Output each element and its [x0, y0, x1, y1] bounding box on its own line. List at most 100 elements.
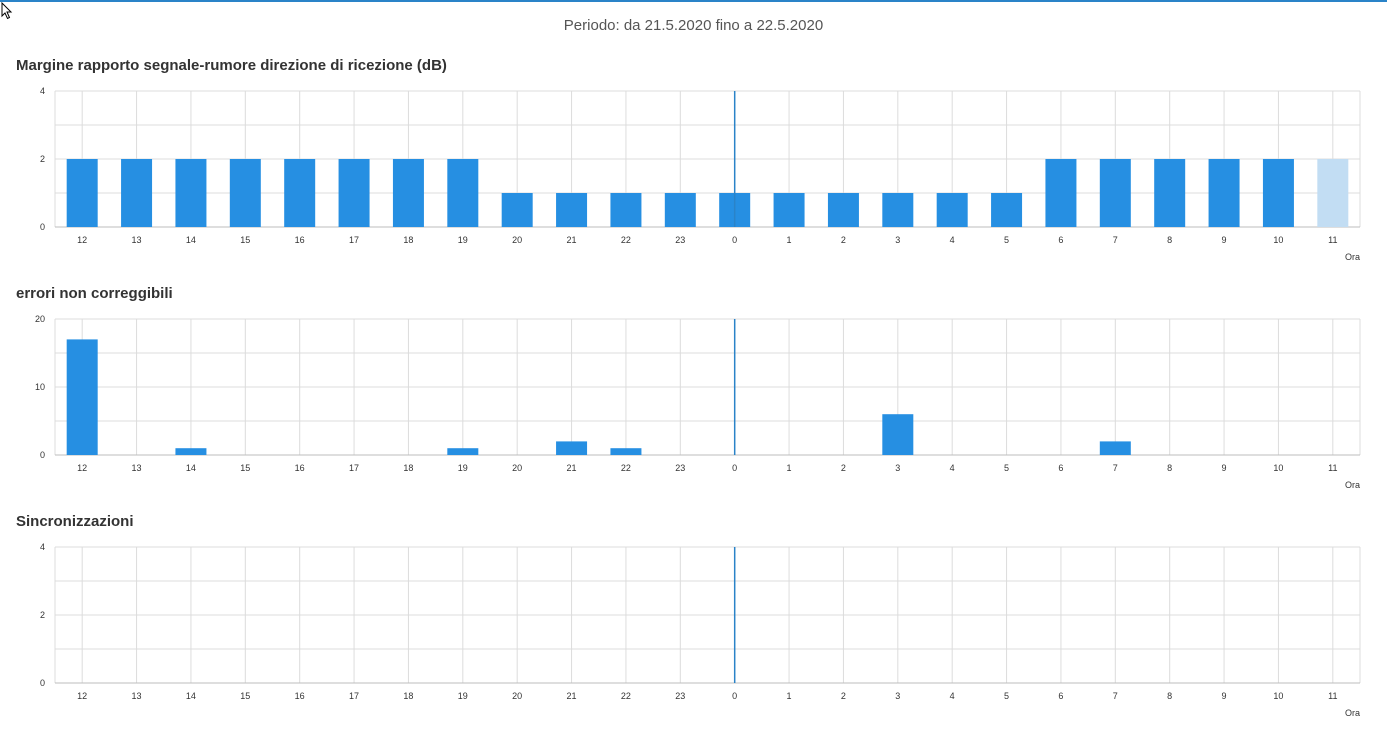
x-tick-label: 19 [458, 463, 468, 473]
period-label: Periodo: da 21.5.2020 fino a 22.5.2020 [563, 17, 824, 34]
bar-7 [1099, 441, 1131, 455]
x-tick-label: 16 [295, 235, 305, 245]
y-tick-label: 4 [40, 86, 45, 96]
bar-3 [882, 193, 914, 227]
bar-3 [882, 414, 914, 455]
x-tick-label: 16 [295, 691, 305, 701]
x-tick-label: 15 [240, 463, 250, 473]
bar-9 [1208, 159, 1240, 227]
bar-12 [66, 339, 98, 455]
x-tick-label: 15 [240, 235, 250, 245]
bar-19 [447, 159, 479, 227]
x-tick-label: 20 [512, 463, 522, 473]
x-tick-label: 13 [132, 691, 142, 701]
x-tick-label: 0 [732, 691, 737, 701]
x-tick-label: 8 [1167, 463, 1172, 473]
x-tick-label: 22 [621, 463, 631, 473]
x-axis-unit-label: Ora [1345, 252, 1360, 262]
x-axis-unit-label: Ora [1345, 480, 1360, 490]
x-tick-label: 10 [1273, 235, 1283, 245]
x-tick-label: 13 [132, 235, 142, 245]
bar-13 [121, 159, 153, 227]
y-tick-label: 10 [35, 382, 45, 392]
x-tick-label: 17 [349, 235, 359, 245]
x-tick-label: 18 [403, 691, 413, 701]
bar-8 [1154, 159, 1186, 227]
chart-title-uncorrectable-errors: errori non correggibili [16, 285, 173, 302]
x-tick-label: 23 [675, 463, 685, 473]
x-tick-label: 16 [295, 463, 305, 473]
x-tick-label: 3 [895, 235, 900, 245]
x-tick-label: 21 [567, 691, 577, 701]
x-tick-label: 5 [1004, 691, 1009, 701]
x-tick-label: 6 [1058, 235, 1063, 245]
bar-18 [392, 159, 424, 227]
bar-20 [501, 193, 533, 227]
bar-1 [773, 193, 805, 227]
x-tick-label: 14 [186, 691, 196, 701]
x-tick-label: 7 [1113, 463, 1118, 473]
bar-23 [664, 193, 696, 227]
x-tick-label: 18 [403, 463, 413, 473]
x-tick-label: 17 [349, 463, 359, 473]
x-tick-label: 19 [458, 235, 468, 245]
y-tick-label: 0 [40, 222, 45, 232]
x-tick-label: 7 [1113, 691, 1118, 701]
x-tick-label: 1 [787, 235, 792, 245]
x-tick-label: 10 [1273, 691, 1283, 701]
x-tick-label: 15 [240, 691, 250, 701]
chart-title-synchronizations: Sincronizzazioni [16, 513, 134, 530]
bar-14 [175, 159, 207, 227]
bar-21 [556, 193, 588, 227]
x-tick-label: 11 [1328, 235, 1337, 245]
y-tick-label: 2 [40, 154, 45, 164]
bar-19 [447, 448, 479, 455]
x-tick-label: 22 [621, 691, 631, 701]
x-tick-label: 2 [841, 235, 846, 245]
bar-5 [991, 193, 1023, 227]
x-tick-label: 1 [787, 463, 792, 473]
x-tick-label: 3 [895, 463, 900, 473]
x-tick-label: 12 [77, 463, 87, 473]
bar-14 [175, 448, 207, 455]
x-tick-label: 3 [895, 691, 900, 701]
x-tick-label: 5 [1004, 235, 1009, 245]
x-tick-label: 18 [403, 235, 413, 245]
y-tick-label: 4 [40, 542, 45, 552]
x-tick-label: 4 [950, 463, 955, 473]
x-tick-label: 14 [186, 235, 196, 245]
x-tick-label: 0 [732, 235, 737, 245]
top-accent-line [0, 0, 1387, 2]
mouse-pointer-icon [1, 2, 13, 20]
x-tick-label: 9 [1222, 463, 1227, 473]
bar-22 [610, 193, 642, 227]
bar-21 [556, 441, 588, 455]
x-tick-label: 5 [1004, 463, 1009, 473]
x-tick-label: 11 [1328, 691, 1337, 701]
y-tick-label: 0 [40, 678, 45, 688]
x-tick-label: 21 [567, 235, 577, 245]
bar-17 [338, 159, 370, 227]
x-tick-label: 12 [77, 235, 87, 245]
x-tick-label: 8 [1167, 691, 1172, 701]
chart-title-snr-margin: Margine rapporto segnale-rumore direzion… [16, 57, 447, 74]
x-tick-label: 11 [1328, 463, 1337, 473]
bar-22 [610, 448, 642, 455]
x-tick-label: 23 [675, 691, 685, 701]
bar-2 [827, 193, 859, 227]
x-tick-label: 2 [841, 463, 846, 473]
x-tick-label: 7 [1113, 235, 1118, 245]
x-tick-label: 10 [1273, 463, 1283, 473]
bar-11 [1317, 159, 1349, 227]
x-tick-label: 9 [1222, 235, 1227, 245]
x-tick-label: 20 [512, 235, 522, 245]
bar-4 [936, 193, 968, 227]
x-tick-label: 1 [787, 691, 792, 701]
x-tick-label: 22 [621, 235, 631, 245]
x-tick-label: 23 [675, 235, 685, 245]
x-tick-label: 9 [1222, 691, 1227, 701]
x-tick-label: 0 [732, 463, 737, 473]
x-tick-label: 14 [186, 463, 196, 473]
bar-16 [284, 159, 316, 227]
